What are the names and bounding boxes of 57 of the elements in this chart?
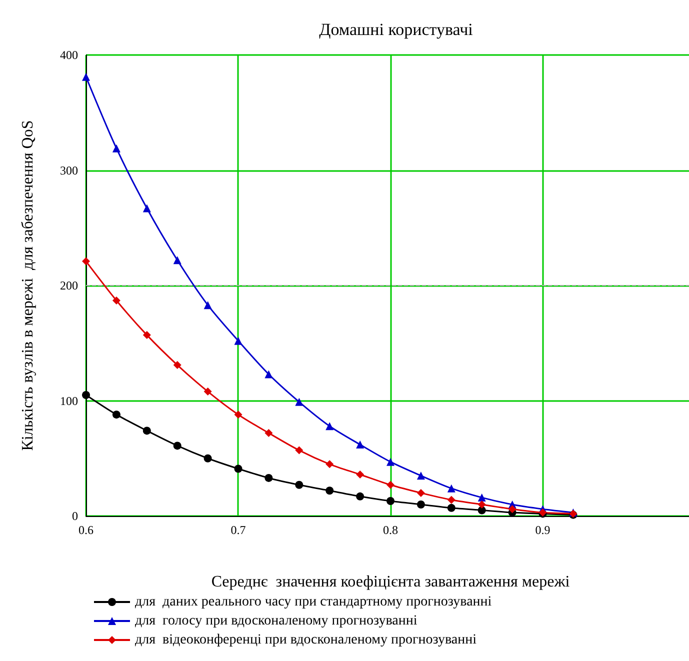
point: [386, 480, 394, 489]
x-tick-label: 0.6: [78, 523, 94, 537]
x-axis-title: Середнє значення коефіцієнта завантаження мережі: [211, 574, 570, 590]
point: [508, 505, 516, 514]
point: [326, 460, 334, 468]
point: [173, 442, 182, 450]
chart-title: Домашні користувачі: [319, 20, 474, 39]
point: [447, 496, 456, 504]
y-tick-label: 0: [72, 509, 78, 523]
point: [173, 256, 182, 264]
point: [416, 472, 425, 480]
point: [82, 257, 90, 266]
point: [82, 390, 90, 399]
point: [142, 331, 151, 340]
x-tick-label: 0.9: [535, 523, 550, 537]
point: [264, 474, 273, 482]
y-tick-label: 400: [60, 48, 78, 62]
point: [356, 492, 364, 500]
point: [82, 72, 90, 81]
x-tick-label: 0.8: [383, 523, 398, 537]
legend-label: для голосу при вдосконаленому прогнозуванні: [135, 614, 418, 628]
point: [295, 446, 304, 454]
point: [234, 410, 242, 419]
point: [326, 486, 334, 495]
point: [416, 488, 425, 497]
point: [416, 500, 425, 508]
point: [264, 429, 273, 438]
point: [386, 458, 394, 466]
point: [142, 204, 151, 212]
y-tick-label: 200: [60, 278, 78, 292]
y-tick-label: 300: [60, 163, 78, 178]
y-axis-title: Кількість вузлів в мережі для забезпечення QoS: [20, 120, 36, 451]
point: [234, 336, 242, 345]
point: [112, 410, 120, 419]
point: [204, 454, 212, 462]
point: [447, 484, 456, 492]
point: [112, 144, 120, 152]
point: [142, 426, 151, 435]
x-tick-label: 0.7: [230, 523, 246, 537]
point: [447, 504, 456, 512]
point: [478, 500, 486, 508]
y-tick-label: 100: [60, 394, 78, 408]
point: [234, 464, 242, 473]
point: [326, 422, 334, 430]
point: [295, 480, 304, 489]
point: [478, 494, 486, 502]
point: [264, 370, 273, 378]
legend-label: для даних реального часу при стандартному прогнозуванні: [135, 594, 492, 610]
point: [204, 388, 212, 396]
legend-label: для відеоконференці при вдосконаленому прогнозуванні: [135, 632, 477, 648]
point: [204, 301, 212, 310]
point: [386, 497, 394, 506]
point: [356, 440, 364, 449]
point: [112, 296, 120, 304]
point: [295, 398, 304, 406]
point: [356, 470, 364, 479]
point: [173, 361, 182, 370]
